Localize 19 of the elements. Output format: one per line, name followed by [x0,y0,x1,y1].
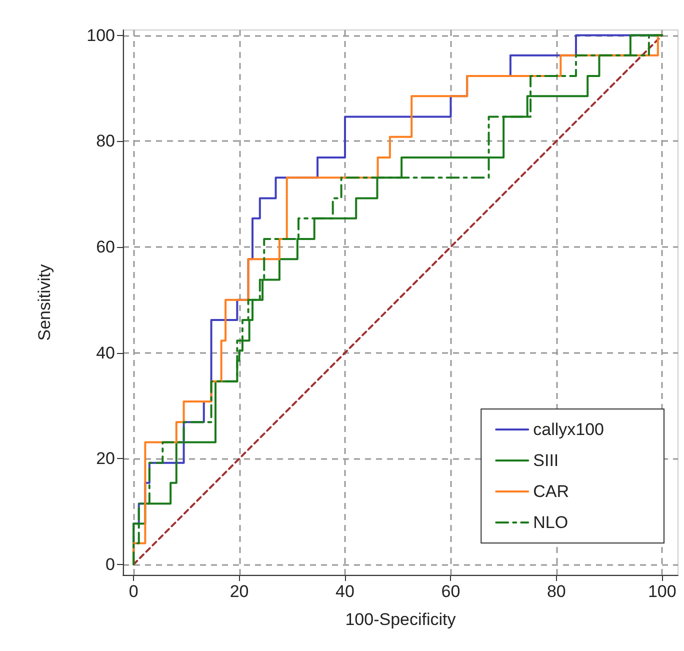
x-tick-label: 40 [336,582,354,601]
y-tick-label: 20 [96,449,115,468]
y-tick-label: 40 [96,343,115,362]
x-tick-label: 100 [648,582,676,601]
line-series [132,34,664,566]
legend-label: NLO [533,513,568,532]
y-tick-label: 100 [86,26,115,45]
x-tick-label: 80 [546,582,566,601]
legend-label: callyx100 [533,420,604,439]
x-tick-label: 0 [128,582,138,601]
x-tick-label: 60 [441,582,460,601]
y-tick-label: 80 [96,132,115,151]
y-axis-title: Sensitivity [35,264,54,341]
legend-label: CAR [533,482,570,501]
y-tick-label: 60 [96,237,115,256]
legend-label: SIII [533,451,559,470]
x-tick-label: 20 [230,582,249,601]
y-tick-label: 0 [106,554,115,574]
x-axis-title: 100-Specificity [345,610,456,629]
